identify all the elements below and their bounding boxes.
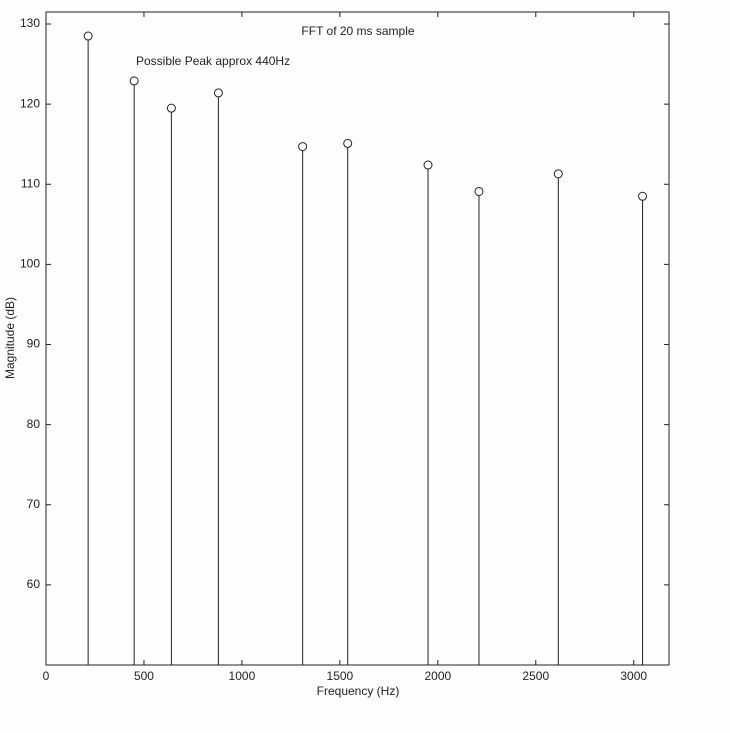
stem-marker bbox=[343, 138, 353, 148]
stem-marker bbox=[298, 142, 308, 152]
x-tick-label: 2500 bbox=[522, 669, 549, 683]
x-tick-label: 0 bbox=[43, 669, 50, 683]
y-tick-label: 110 bbox=[21, 176, 40, 190]
x-axis-label: Frequency (Hz) bbox=[317, 684, 400, 698]
y-tick-label: 80 bbox=[27, 417, 41, 431]
x-tick-label: 3000 bbox=[620, 669, 647, 683]
y-tick-label: 120 bbox=[20, 96, 40, 110]
plot-frame bbox=[45, 11, 670, 666]
stem-marker bbox=[213, 88, 223, 98]
stem-marker bbox=[129, 76, 139, 86]
y-tick-label: 60 bbox=[27, 577, 41, 591]
stem-marker bbox=[83, 31, 93, 41]
stem-marker bbox=[474, 186, 484, 196]
stem-marker bbox=[166, 103, 176, 113]
y-tick-label: 100 bbox=[20, 257, 40, 271]
x-tick-label: 500 bbox=[134, 669, 154, 683]
x-tick-label: 1000 bbox=[229, 669, 256, 683]
x-tick-label: 1500 bbox=[327, 669, 354, 683]
y-tick-label: 70 bbox=[27, 497, 41, 511]
stem-marker bbox=[423, 160, 433, 170]
stem-marker bbox=[553, 169, 563, 179]
chart-title: FFT of 20 ms sample bbox=[301, 24, 414, 38]
y-axis-label: Magnitude (dB) bbox=[3, 297, 17, 379]
y-tick-label: 90 bbox=[27, 337, 41, 351]
x-tick-label: 2000 bbox=[424, 669, 451, 683]
stem-marker bbox=[638, 191, 648, 201]
annotation: Possible Peak approx 440Hz bbox=[136, 54, 290, 68]
y-tick-label: 130 bbox=[20, 16, 40, 30]
